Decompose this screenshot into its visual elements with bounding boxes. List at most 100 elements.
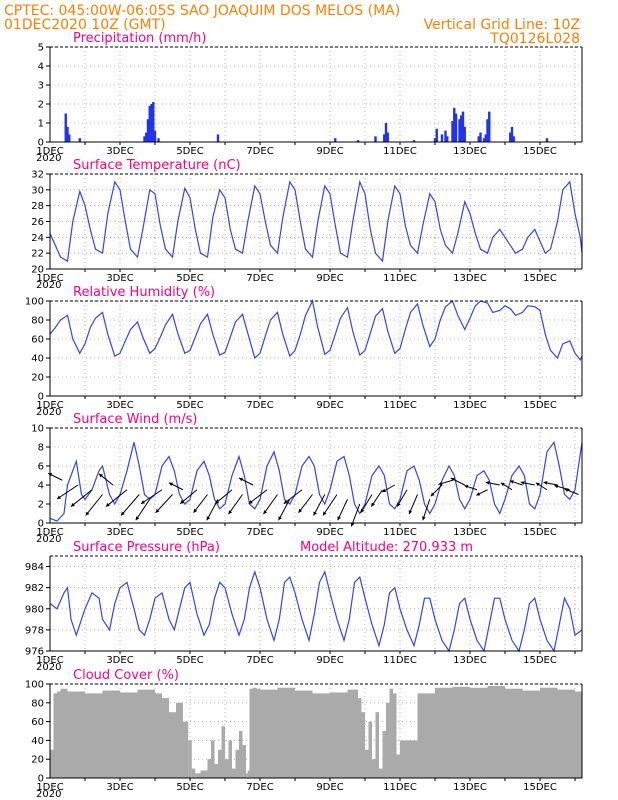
year-label: 2020 <box>36 662 61 673</box>
wind-arrow-head <box>438 481 443 486</box>
x-tick-label: 9DEC <box>316 782 343 793</box>
cloud-cover-bar <box>191 768 196 778</box>
wind-arrow-head <box>263 510 268 515</box>
wind-arrow-head <box>464 484 469 489</box>
header-station: CPTEC: 045:00W-06:05S SAO JOAQUIM DOS ME… <box>4 3 400 19</box>
cloud-cover-bar <box>60 688 68 778</box>
cloud-cover-bar <box>375 712 379 778</box>
cloud-cover-bar <box>50 749 54 778</box>
x-tick-label: 5DEC <box>176 655 203 666</box>
cloud-cover-bar <box>246 773 248 778</box>
y-tick-label: 10 <box>31 424 44 435</box>
cloud-cover-bar <box>400 740 418 778</box>
cloud-cover-bar <box>232 768 236 778</box>
precip-bar <box>146 119 150 142</box>
wind-arrow-head <box>509 480 514 484</box>
cloud-cover-bar <box>228 740 232 778</box>
wind-arrow-head <box>298 508 303 513</box>
wind-arrow <box>155 494 173 514</box>
wind-arrow-head <box>476 492 481 496</box>
cloud-cover-bar <box>487 685 505 778</box>
wind-arrow <box>214 489 233 505</box>
x-tick-label: 9DEC <box>316 146 343 157</box>
x-tick-label: 7DEC <box>246 146 273 157</box>
precip-bar <box>509 132 512 142</box>
wind-arrow-head <box>169 482 173 486</box>
wind-arrow-head <box>313 511 317 516</box>
precip-bar <box>512 136 515 142</box>
x-tick-label: 9DEC <box>316 273 343 284</box>
y-tick-label: 80 <box>31 316 44 327</box>
wind-arrow <box>263 494 278 515</box>
y-tick-label: 0 <box>38 774 44 785</box>
wind-arrow-head <box>121 511 125 516</box>
precip-bar <box>216 134 220 142</box>
x-tick-label: 5DEC <box>176 400 203 411</box>
x-tick-label: 7DEC <box>246 400 273 411</box>
wind-arrow <box>337 499 348 521</box>
wind-arrow-head <box>564 488 569 492</box>
cloud-cover-bar <box>435 687 453 778</box>
wind-arrow-head <box>193 508 198 513</box>
y-tick-label: 22 <box>31 249 44 260</box>
precip-bar <box>78 138 81 142</box>
wind-arrow-head <box>397 502 401 507</box>
x-tick-label: 13DEC <box>453 782 487 793</box>
cloud-cover-bar <box>214 763 218 778</box>
cloud-cover-bar <box>393 693 397 778</box>
cloud-cover-bar <box>372 759 376 778</box>
y-tick-label: 3 <box>38 81 44 92</box>
header-run-time: 01DEC2020 10Z (GMT) <box>4 17 166 33</box>
cloud-cover-bar <box>211 740 215 778</box>
y-tick-label: 5 <box>38 43 44 54</box>
wind-arrow-head <box>180 500 185 504</box>
wind-panel: 0 2 4 6 8 10 1DEC 3DEC 5DEC 7DEC 9DEC 11DEC 13DEC 15D… <box>31 412 583 545</box>
x-tick-label: 1DEC <box>36 655 63 666</box>
precip-bar <box>477 136 480 142</box>
wind-arrow-head <box>228 510 233 515</box>
y-tick-label: 2 <box>38 500 44 511</box>
wind-arrow-head <box>500 482 505 487</box>
cloud-cover-bar <box>188 740 192 778</box>
precip-bar <box>68 134 71 142</box>
cloud-cover-bar <box>221 726 225 778</box>
humidity-panel: 0 20 40 60 80 100 1DEC 3DEC 5DEC 7DEC 9DEC 11DEC 13D… <box>25 285 583 418</box>
x-tick-label: 1DEC <box>36 782 63 793</box>
x-tick-label: 3DEC <box>106 782 133 793</box>
precip-bar <box>444 130 447 142</box>
wind-arrow-head <box>71 502 75 507</box>
year-label: 2020 <box>36 153 61 164</box>
cloud-cover-bar <box>253 687 257 778</box>
x-tick-label: 5DEC <box>176 527 203 538</box>
cloud-cover-bar <box>247 770 250 778</box>
precip-bar <box>383 134 386 142</box>
x-tick-label: 3DEC <box>106 146 133 157</box>
cloud-cover-bar <box>120 692 138 778</box>
x-tick-label: 13DEC <box>453 146 487 157</box>
panel-title: Surface Temperature (nC) <box>73 158 241 173</box>
wind-arrow-head <box>141 500 145 504</box>
precip-bar <box>386 132 389 142</box>
cloud-cover-bar <box>218 749 222 778</box>
wind-arrow <box>278 499 291 521</box>
wind-arrow <box>322 494 338 516</box>
cloud-cover-bar <box>379 768 383 778</box>
precip-bar <box>486 119 489 142</box>
cloud-cover-bar <box>505 688 523 778</box>
cloud-cover-bar <box>347 689 358 778</box>
precip-bar <box>143 136 146 142</box>
pressure-panel: 976 978 980 982 984 1DEC 3DEC 5DEC 7DEC 9DEC 11DEC… <box>25 540 583 673</box>
x-tick-label: 1DEC <box>36 527 63 538</box>
y-tick-label: 982 <box>25 583 44 594</box>
cloud-cover-bar <box>195 773 201 778</box>
cloud-cover-bar <box>312 693 330 778</box>
cloud-cover-bar <box>256 688 260 778</box>
y-tick-label: 1 <box>38 119 44 130</box>
wind-arrow-head <box>206 516 211 521</box>
x-tick-label: 13DEC <box>453 527 487 538</box>
cloud-cover-bar <box>389 688 393 778</box>
wind-arrow-head <box>323 511 327 516</box>
cloud-cover-bar <box>249 688 253 778</box>
wind-arrow-head <box>57 495 61 499</box>
cloud-cover-bar <box>396 754 400 778</box>
